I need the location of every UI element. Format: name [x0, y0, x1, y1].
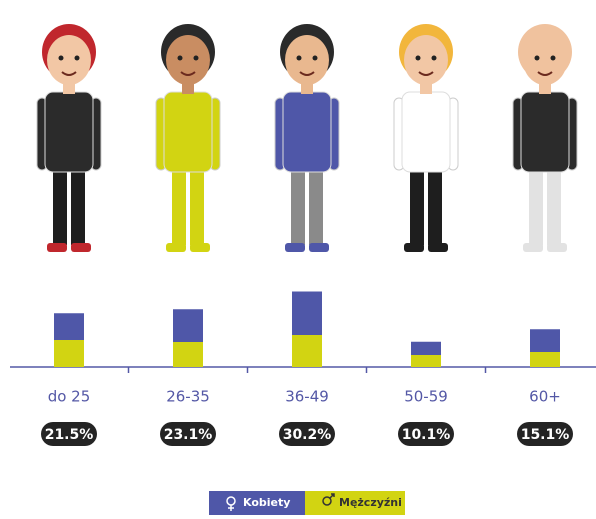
- eye: [177, 55, 183, 61]
- torso: [282, 91, 332, 173]
- shoe: [166, 243, 186, 252]
- total-label: 15.1%: [521, 427, 570, 443]
- bar-segment: [54, 340, 84, 367]
- leg: [410, 165, 424, 245]
- eye: [58, 55, 64, 61]
- legend-label: Kobiety: [243, 496, 290, 509]
- bar-segment: [530, 352, 560, 367]
- head: [523, 35, 567, 85]
- total-pill: [41, 422, 97, 446]
- person: [512, 24, 578, 252]
- person: [274, 24, 340, 252]
- shoe: [47, 243, 67, 252]
- shoe: [285, 243, 305, 252]
- bar-segment: [292, 291, 322, 335]
- leg: [547, 165, 561, 245]
- total-label: 10.1%: [402, 427, 451, 443]
- leg: [309, 165, 323, 245]
- total-label: 21.5%: [45, 427, 94, 443]
- bar-segment: [292, 335, 322, 367]
- total-pill: [517, 422, 573, 446]
- legend-swatch: [305, 491, 405, 515]
- category-label: 50-59: [404, 388, 448, 406]
- leg: [529, 165, 543, 245]
- category-label: 36-49: [285, 388, 329, 406]
- eye: [74, 55, 80, 61]
- category-label: 60+: [529, 388, 561, 406]
- total-pill: [160, 422, 216, 446]
- torso: [44, 91, 94, 173]
- shoe: [190, 243, 210, 252]
- torso: [401, 91, 451, 173]
- torso: [163, 91, 213, 173]
- leg: [71, 165, 85, 245]
- mouth: [180, 71, 196, 76]
- eye: [550, 55, 556, 61]
- legend-label: Mężczyźni: [339, 496, 402, 509]
- torso: [520, 91, 570, 173]
- mouth: [61, 71, 77, 76]
- bar-segment: [173, 342, 203, 367]
- legend-swatch: [209, 491, 305, 515]
- illustrations: [36, 24, 578, 252]
- eye: [312, 55, 318, 61]
- shoe: [428, 243, 448, 252]
- mouth: [418, 71, 434, 76]
- head: [404, 35, 448, 85]
- eye: [193, 55, 199, 61]
- leg: [53, 165, 67, 245]
- total-pill: [279, 422, 335, 446]
- bar-segment: [411, 341, 441, 355]
- leg: [428, 165, 442, 245]
- total-pill: [398, 422, 454, 446]
- eye: [296, 55, 302, 61]
- total-label: 30.2%: [283, 427, 332, 443]
- person: [393, 24, 459, 252]
- shoe: [309, 243, 329, 252]
- person: [155, 24, 221, 252]
- head: [285, 35, 329, 85]
- eye: [415, 55, 421, 61]
- shoe: [523, 243, 543, 252]
- category-label: 26-35: [166, 388, 210, 406]
- head: [47, 35, 91, 85]
- total-label: 23.1%: [164, 427, 213, 443]
- legend-icon: [329, 493, 335, 499]
- leg: [190, 165, 204, 245]
- shoe: [547, 243, 567, 252]
- shoe: [404, 243, 424, 252]
- person: [36, 24, 102, 252]
- legend-icon: [322, 496, 332, 506]
- leg: [291, 165, 305, 245]
- shoe: [71, 243, 91, 252]
- bar-segment: [530, 329, 560, 352]
- bar-segment: [54, 313, 84, 340]
- eye: [534, 55, 540, 61]
- mouth: [537, 71, 553, 76]
- bar-segment: [173, 309, 203, 342]
- leg: [172, 165, 186, 245]
- head: [166, 35, 210, 85]
- mouth: [299, 71, 315, 76]
- category-label: do 25: [48, 388, 91, 406]
- eye: [431, 55, 437, 61]
- legend-icon: [228, 505, 234, 511]
- bar-segment: [411, 355, 441, 367]
